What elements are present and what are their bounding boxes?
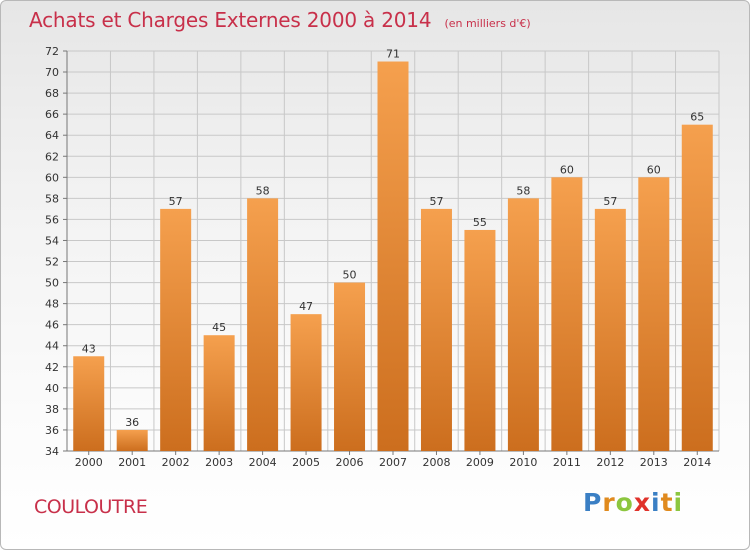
bar-2012 (594, 208, 626, 451)
brand-letter: t (660, 488, 674, 517)
brand-letter: i (673, 488, 684, 517)
value-label-2004: 58 (256, 184, 270, 197)
value-label-2007: 71 (386, 48, 400, 61)
value-label-2012: 57 (603, 195, 617, 208)
y-tick-label: 38 (45, 403, 59, 416)
value-label-2014: 65 (690, 111, 704, 124)
y-tick-label: 34 (45, 445, 59, 458)
bars (73, 61, 713, 452)
y-tick-label: 66 (45, 108, 59, 121)
bar-2002 (160, 208, 192, 451)
x-tick-label-2008: 2008 (422, 456, 450, 469)
bar-2010 (507, 198, 539, 451)
y-tick-label: 58 (45, 192, 59, 205)
bar-2005 (290, 314, 322, 451)
bar-2006 (334, 282, 366, 451)
y-tick-label: 56 (45, 213, 59, 226)
bar-2003 (203, 335, 235, 451)
value-label-2013: 60 (647, 163, 661, 176)
chart-subtitle: (en milliers d'€) (444, 17, 531, 30)
bar-2007 (377, 61, 409, 452)
y-tick-label: 70 (45, 66, 59, 79)
bar-2000 (73, 356, 105, 451)
x-tick-label-2003: 2003 (205, 456, 233, 469)
x-tick-label-2013: 2013 (640, 456, 668, 469)
bar-2001 (116, 429, 148, 451)
value-label-2000: 43 (82, 342, 96, 355)
value-label-2010: 58 (516, 184, 530, 197)
title-row: Achats et Charges Externes 2000 à 2014 (… (29, 8, 531, 32)
value-label-2008: 57 (429, 195, 443, 208)
value-label-2011: 60 (560, 163, 574, 176)
x-tick-label-2009: 2009 (466, 456, 494, 469)
y-tick-label: 36 (45, 424, 59, 437)
bar-2008 (420, 208, 452, 451)
y-tick-label: 50 (45, 277, 59, 290)
x-tick-label-2002: 2002 (162, 456, 190, 469)
y-tick-label: 54 (45, 234, 59, 247)
y-tick-label: 72 (45, 45, 59, 58)
y-tick-label: 42 (45, 361, 59, 374)
labels: 34 36 38 40 42 44 46 48 50 52 54 56 58 60 62 64 66 68 70 72… (45, 45, 711, 469)
chart-title: Achats et Charges Externes 2000 à 2014 (29, 8, 432, 32)
y-tick-label: 64 (45, 129, 59, 142)
brand-letter: o (615, 488, 634, 517)
bar-2014 (681, 124, 713, 452)
x-tick-label-2006: 2006 (336, 456, 364, 469)
x-tick-label-2012: 2012 (596, 456, 624, 469)
bar-2013 (638, 177, 670, 451)
x-tick-label-2011: 2011 (553, 456, 581, 469)
x-tick-label-2007: 2007 (379, 456, 407, 469)
y-tick-label: 46 (45, 319, 59, 332)
place-name: COULOUTRE (34, 496, 148, 518)
bar-2009 (464, 229, 496, 451)
brand-letter: i (651, 488, 661, 517)
y-tick-label: 52 (45, 256, 59, 269)
brand-logo[interactable]: Proxiti (583, 488, 683, 517)
value-label-2006: 50 (343, 269, 357, 282)
bar-2011 (551, 177, 583, 451)
x-tick-label-2014: 2014 (683, 456, 711, 469)
bar-2004 (247, 198, 279, 451)
brand-letter: r (602, 488, 616, 517)
y-tick-label: 68 (45, 87, 59, 100)
y-tick-label: 48 (45, 298, 59, 311)
value-label-2009: 55 (473, 216, 487, 229)
x-tick-label-2004: 2004 (249, 456, 277, 469)
y-tick-label: 62 (45, 150, 59, 163)
brand-letter: x (633, 488, 651, 517)
y-tick-label: 60 (45, 171, 59, 184)
y-tick-label: 40 (45, 382, 59, 395)
value-label-2005: 47 (299, 300, 313, 313)
value-label-2001: 36 (125, 416, 139, 429)
y-tick-label: 44 (45, 340, 59, 353)
x-tick-label-2010: 2010 (509, 456, 537, 469)
x-tick-label-2005: 2005 (292, 456, 320, 469)
x-tick-label-2000: 2000 (75, 456, 103, 469)
brand-letter: P (583, 488, 603, 517)
value-label-2003: 45 (212, 321, 226, 334)
value-label-2002: 57 (169, 195, 183, 208)
x-tick-label-2001: 2001 (118, 456, 146, 469)
